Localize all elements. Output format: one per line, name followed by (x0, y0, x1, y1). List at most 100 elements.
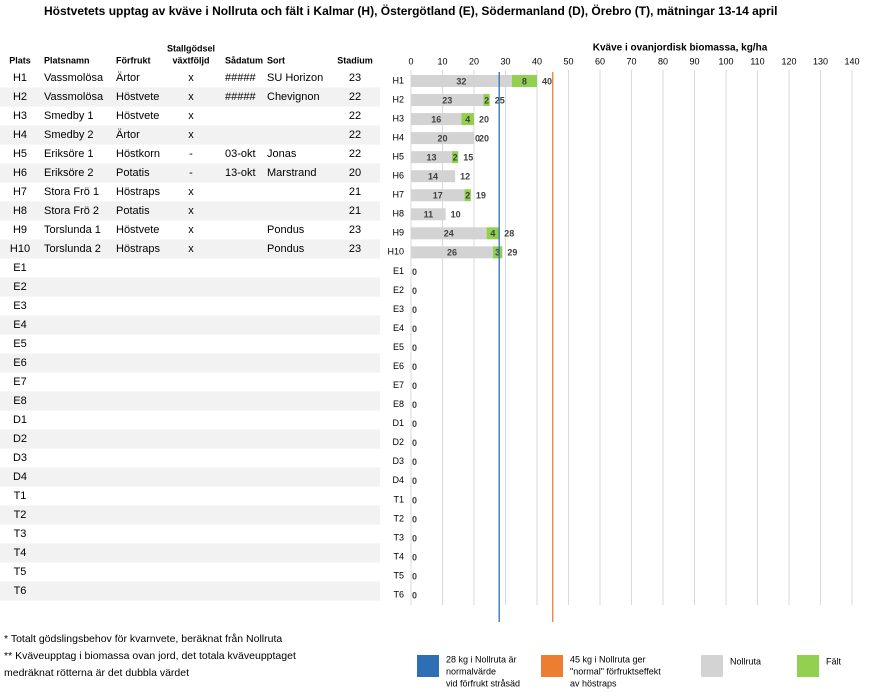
cell: ##### (225, 72, 256, 84)
header: växtföljd (172, 55, 209, 65)
cell: 03-okt (225, 148, 256, 160)
row-shade (0, 581, 380, 601)
row-shade (0, 239, 380, 259)
x-tick-label: 100 (718, 56, 733, 66)
cell: H2 (13, 91, 27, 103)
cell: Stora Frö 2 (44, 205, 99, 217)
y-tick-label: H6 (392, 171, 404, 181)
cell: x (188, 224, 194, 236)
value-label: 0 (412, 495, 417, 505)
value-label: 13 (426, 153, 436, 163)
y-tick-label: H7 (392, 190, 404, 200)
value-label: 3 (495, 248, 500, 258)
y-tick-label: T5 (393, 570, 404, 580)
cell: 23 (349, 243, 361, 255)
cell: x (188, 129, 194, 141)
cell: 23 (349, 72, 361, 84)
bar-segment (411, 170, 456, 183)
y-tick-label: E5 (393, 342, 404, 352)
value-label: 0 (412, 343, 417, 353)
cell: Vassmolösa (44, 91, 104, 103)
header: Stallgödsel (167, 43, 215, 53)
cell: Pondus (267, 243, 305, 255)
value-label: 23 (442, 95, 452, 105)
row-shade (0, 391, 380, 411)
cell: E8 (13, 395, 26, 407)
x-tick-label: 80 (658, 56, 668, 66)
y-tick-label: H1 (392, 75, 404, 85)
chart-title: Kväve i ovanjordisk biomassa, kg/ha (593, 43, 768, 54)
cell: T6 (14, 585, 27, 597)
cell: SU Horizon (267, 72, 323, 84)
total-label: 12 (460, 172, 470, 182)
cell: x (188, 186, 194, 198)
legend-swatch (417, 655, 439, 677)
cell: Marstrand (267, 167, 317, 179)
y-tick-label: E1 (393, 266, 404, 276)
cell: 21 (349, 186, 361, 198)
cell: H3 (13, 110, 27, 122)
cell: H7 (13, 186, 27, 198)
x-tick-label: 40 (532, 56, 542, 66)
title: Höstvetets upptag av kväve i Nollruta oc… (44, 3, 777, 18)
cell: 22 (349, 129, 361, 141)
y-tick-label: E2 (393, 285, 404, 295)
cell: E5 (13, 338, 26, 350)
y-tick-label: E8 (393, 399, 404, 409)
cell: Vassmolösa (44, 72, 104, 84)
cell: E3 (13, 300, 26, 312)
cell: Potatis (116, 205, 150, 217)
cell: Eriksöre 2 (44, 167, 94, 179)
cell: E7 (13, 376, 26, 388)
cell: 22 (349, 110, 361, 122)
value-label: 24 (444, 229, 454, 239)
cell: T1 (14, 490, 27, 502)
row-shade (0, 467, 380, 487)
header: Platsnamn (44, 55, 90, 65)
total-label: 20 (479, 133, 489, 143)
value-label: 0 (412, 438, 417, 448)
cell: Höstraps (116, 243, 161, 255)
y-tick-label: T3 (393, 532, 404, 542)
y-tick-label: E3 (393, 304, 404, 314)
value-label: 2 (465, 191, 470, 201)
cell: E4 (13, 319, 26, 331)
bar-segment (451, 151, 459, 164)
cell: H6 (13, 167, 27, 179)
bar-segment (511, 75, 537, 87)
x-tick-label: 10 (437, 56, 447, 66)
cell: 22 (349, 91, 361, 103)
cell: Potatis (116, 167, 150, 179)
y-tick-label: H4 (392, 132, 404, 142)
x-tick-label: 50 (563, 56, 573, 66)
cell: H9 (13, 224, 27, 236)
cell: T4 (14, 547, 27, 559)
y-tick-label: D4 (392, 475, 404, 485)
cell: D1 (13, 414, 27, 426)
cell: - (189, 167, 193, 179)
cell: x (188, 110, 194, 122)
legend-label: Nollruta (730, 656, 761, 666)
x-tick-label: 130 (813, 56, 828, 66)
value-label: 0 (412, 381, 417, 391)
x-tick-label: 120 (781, 56, 796, 66)
total-label: 29 (507, 248, 517, 258)
cell: H5 (13, 148, 27, 160)
value-label: 14 (428, 172, 438, 182)
cell: 23 (349, 224, 361, 236)
cell: x (188, 205, 194, 217)
x-tick-label: 20 (469, 56, 479, 66)
footnote: medräknat rötterna är det dubbla värdet (4, 667, 189, 679)
cell: Ärtor (116, 72, 140, 84)
y-tick-label: D2 (392, 437, 404, 447)
row-shade (0, 353, 380, 373)
cell: H1 (13, 72, 27, 84)
cell: Torslunda 1 (44, 224, 101, 236)
value-label: 0 (412, 324, 417, 334)
cell: Smedby 2 (44, 129, 94, 141)
cell: - (189, 148, 193, 160)
cell: Chevignon (267, 91, 320, 103)
row-shade (0, 201, 380, 221)
total-label: 28 (504, 229, 514, 239)
value-label: 11 (424, 210, 434, 220)
